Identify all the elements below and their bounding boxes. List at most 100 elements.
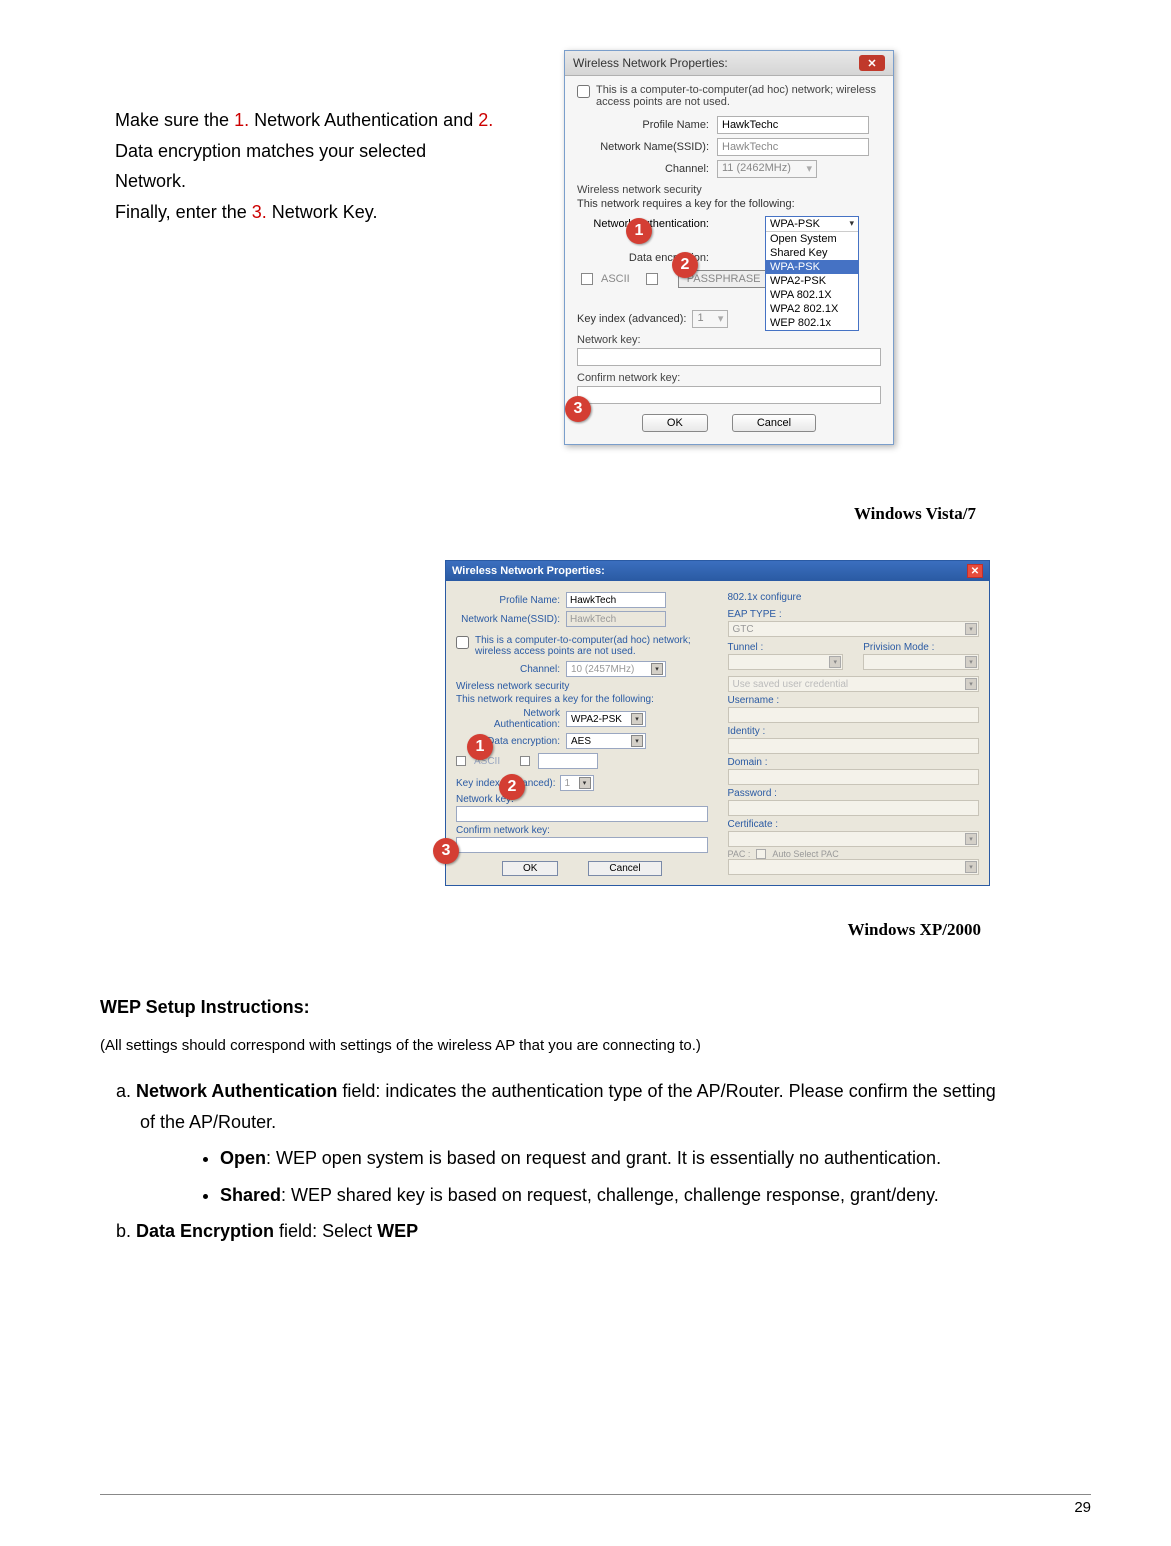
adhoc-label: This is a computer-to-computer(ad hoc) n… [596, 84, 881, 108]
r-domain-label: Domain : [728, 757, 980, 768]
xp-passphrase-checkbox[interactable] [520, 756, 530, 766]
network-key-input[interactable] [577, 348, 881, 366]
channel-label: Channel: [577, 163, 717, 175]
r-pac-label: PAC : [728, 849, 751, 859]
r-autopac-checkbox [756, 849, 766, 859]
xp-ascii-checkbox[interactable] [456, 756, 466, 766]
auth-dropdown[interactable]: WPA-PSK▾ Open System Shared Key WPA-PSK … [765, 216, 859, 331]
xp-channel-label: Channel: [456, 664, 566, 675]
xp-title: Wireless Network Properties: [452, 565, 605, 577]
badge-3: 3 [565, 396, 591, 422]
auth-option[interactable]: Shared Key [766, 246, 858, 260]
confirm-key-label: Confirm network key: [577, 372, 881, 384]
r-password-input [728, 800, 980, 816]
security-group-label: Wireless network security [577, 184, 881, 196]
profile-name-input[interactable] [717, 116, 869, 134]
xp-ssid-label: Network Name(SSID): [456, 614, 566, 625]
xp-auth-label: Network Authentication: [456, 708, 566, 730]
r-autopac-label: Auto Select PAC [772, 849, 838, 859]
bullet-open: Open: WEP open system is based on reques… [220, 1143, 1000, 1174]
item-b: b. Data Encryption field: Select WEP [100, 1216, 1000, 1247]
r-identity-input [728, 738, 980, 754]
xp-passphrase-input [538, 753, 598, 769]
xp-channel-select: 10 (2457MHz)▾ [566, 661, 666, 677]
wep-heading: WEP Setup Instructions: [100, 992, 1000, 1023]
auth-option[interactable]: WPA 802.1X [766, 288, 858, 302]
badge-1: 1 [626, 218, 652, 244]
xp-auth-select[interactable]: WPA2-PSK▾ [566, 711, 646, 727]
xp-profile-input[interactable] [566, 592, 666, 608]
r-provmode-select: ▾ [863, 654, 979, 670]
close-icon[interactable]: ✕ [859, 55, 885, 71]
badge-1: 1 [467, 734, 493, 760]
close-icon[interactable]: ✕ [967, 564, 983, 578]
r-header: 802.1x configure [728, 592, 980, 603]
xp-security-group: Wireless network security [456, 681, 708, 692]
auth-option[interactable]: WPA2 802.1X [766, 302, 858, 316]
badge-2: 2 [499, 774, 525, 800]
xp-adhoc-checkbox[interactable] [456, 636, 469, 649]
r-password-label: Password : [728, 788, 980, 799]
keyindex-select: 1▾ [692, 310, 728, 328]
auth-option[interactable]: WPA-PSK [766, 260, 858, 274]
r-identity-label: Identity : [728, 726, 980, 737]
adhoc-checkbox[interactable] [577, 85, 590, 98]
auth-option[interactable]: WEP 802.1x [766, 316, 858, 330]
r-eap-select: GTC▾ [728, 621, 980, 637]
bullet-shared: Shared: WEP shared key is based on reque… [220, 1180, 1000, 1211]
r-tunnel-select: ▾ [728, 654, 844, 670]
instruction-text: Make sure the 1. Network Authentication … [115, 105, 495, 227]
profile-name-label: Profile Name: [577, 119, 717, 131]
keyindex-label: Key index (advanced): [577, 313, 692, 325]
ascii-label: ASCII [601, 273, 630, 285]
page-number: 29 [100, 1494, 1091, 1516]
adhoc-checkbox-row: This is a computer-to-computer(ad hoc) n… [577, 84, 881, 108]
confirm-key-input[interactable] [577, 386, 881, 404]
r-tunnel-label: Tunnel : [728, 642, 844, 653]
xp-ok-button[interactable]: OK [502, 861, 558, 876]
r-eap-label: EAP TYPE : [728, 609, 980, 620]
xp-profile-label: Profile Name: [456, 595, 566, 606]
xp-dialog: Wireless Network Properties: ✕ Profile N… [445, 560, 990, 886]
r-username-label: Username : [728, 695, 980, 706]
r-provmode-label: Privision Mode : [863, 642, 979, 653]
xp-confkey-input[interactable] [456, 837, 708, 853]
xp-keyindex-select: 1▾ [560, 775, 594, 791]
xp-titlebar: Wireless Network Properties: ✕ [446, 561, 989, 581]
passphrase-checkbox[interactable] [646, 273, 658, 285]
xp-caption: Windows XP/2000 [848, 920, 981, 940]
badge-3: 3 [433, 838, 459, 864]
r-cert-label: Certificate : [728, 819, 980, 830]
vista-caption: Windows Vista/7 [854, 504, 976, 524]
cancel-button[interactable]: Cancel [732, 414, 816, 432]
ok-button[interactable]: OK [642, 414, 708, 432]
vista-titlebar: Wireless Network Properties: ✕ [565, 51, 893, 76]
auth-option[interactable]: WPA2-PSK [766, 274, 858, 288]
vista-title: Wireless Network Properties: [573, 56, 728, 70]
xp-cancel-button[interactable]: Cancel [588, 861, 661, 876]
ascii-checkbox[interactable] [581, 273, 593, 285]
badge-2: 2 [672, 252, 698, 278]
wep-subtext: (All settings should correspond with set… [100, 1033, 1000, 1059]
ssid-input [717, 138, 869, 156]
chevron-down-icon: ▾ [849, 218, 854, 230]
item-a: a. Network Authentication field: indicat… [100, 1076, 1000, 1210]
requires-key-text: This network requires a key for the foll… [577, 198, 881, 210]
network-key-label: Network key: [577, 334, 881, 346]
xp-confkey-label: Confirm network key: [456, 825, 708, 836]
xp-netkey-input[interactable] [456, 806, 708, 822]
ssid-label: Network Name(SSID): [577, 141, 717, 153]
r-username-input [728, 707, 980, 723]
auth-option[interactable]: Open System [766, 232, 858, 246]
r-cert-select: ▾ [728, 831, 980, 847]
xp-requires-key: This network requires a key for the foll… [456, 694, 708, 705]
r-domain-input [728, 769, 980, 785]
xp-ssid-input [566, 611, 666, 627]
xp-enc-select[interactable]: AES▾ [566, 733, 646, 749]
r-pac-select: ▾ [728, 859, 980, 875]
xp-netkey-label: Network key: [456, 794, 708, 805]
xp-adhoc-label: This is a computer-to-computer(ad hoc) n… [475, 635, 708, 657]
vista-dialog: Wireless Network Properties: ✕ This is a… [564, 50, 894, 445]
r-cred-select: Use saved user credential▾ [728, 676, 980, 692]
document-text: WEP Setup Instructions: (All settings sh… [100, 992, 1000, 1253]
